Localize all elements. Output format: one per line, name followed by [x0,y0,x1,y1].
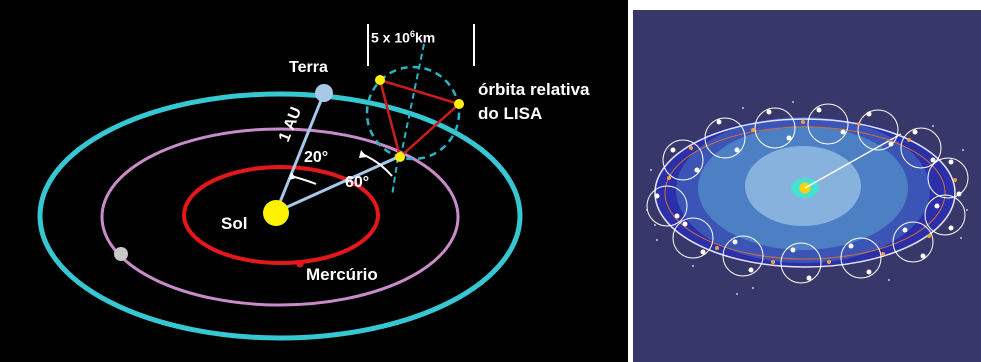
lisa-spacecraft-3 [395,152,405,162]
relative-orbit-circles [646,103,969,284]
rel-orbit-12 [722,235,764,277]
lisa-spacecraft-2 [454,99,464,109]
orbit-ring-inner [664,126,946,260]
rel-orbit-9 [892,221,934,263]
simulation-svg [633,10,981,362]
planet-grey [114,247,128,261]
rel-orbit-2 [704,117,746,159]
lisa-spacecraft-1 [375,75,385,85]
rel-orbit-6 [900,127,942,169]
venus-orbit [100,127,460,307]
rel-orbit-14 [646,185,688,227]
solar-system-diagram: Terra Sol Mercúrio 1 AU 20° 60° 5 x 106k… [0,0,628,362]
sun-lisa-line [275,155,399,214]
mercury-label: Mercúrio [306,265,378,284]
scale-unit: km [414,29,436,46]
mercury [296,260,304,268]
orbit-label-line1: órbita relativa [478,80,590,99]
angle-60-arrow [359,150,367,158]
scale-prefix: 5 x 10 [371,29,410,46]
rel-orbit-4 [807,103,849,145]
spacecraft-dots-orange [667,120,957,264]
spacecraft-dots [654,107,962,281]
lisa-axis-dashed [399,43,425,161]
speckles [646,101,968,295]
rel-orbit-11 [780,242,822,284]
sun [263,200,289,226]
rel-orbit-10 [840,237,882,279]
mercury-orbit [182,165,380,265]
rel-orbit-7 [927,157,969,199]
lisa-relative-orbit [365,65,461,161]
angle-60-label: 60° [345,174,370,191]
earth [315,84,333,102]
direction-dashed-line [391,156,399,197]
sun-earth-line [274,92,326,213]
rel-orbit-1 [662,139,704,181]
orbit-diagram-svg [37,24,523,341]
rel-orbit-13 [672,217,714,259]
angle-20-label: 20° [304,149,329,166]
rel-orbit-5 [857,109,899,151]
earth-orbit [37,91,523,341]
orbit-ring-outer [654,118,956,268]
lisa-orbit-simulation [633,10,981,362]
lisa-triangle [378,78,462,160]
orbit-label-line2: do LISA [478,104,543,123]
scale-exponent: 6 [409,29,415,39]
scale-label: 5 x 106km [371,29,435,46]
rel-orbit-3 [754,107,796,149]
angle-20-arrow [289,172,296,180]
sun-ray-line [804,133,902,189]
sun-label: Sol [221,214,248,233]
rel-orbit-8 [924,194,966,236]
earth-label: Terra [289,59,328,76]
